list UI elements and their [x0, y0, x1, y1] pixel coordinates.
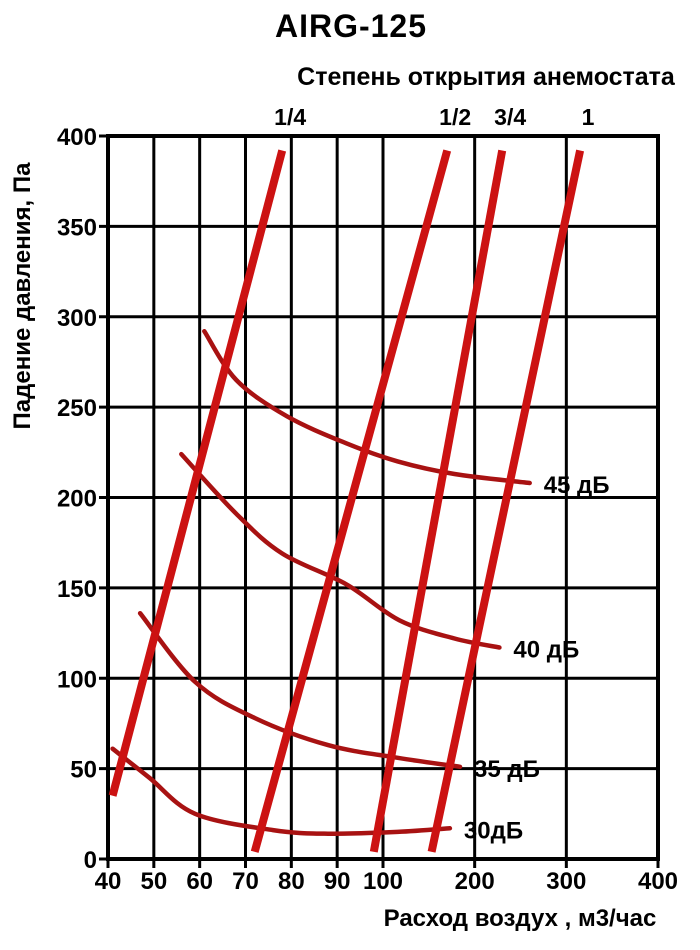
top-axis-title: Степень открытия анемостата: [297, 63, 675, 91]
y-tick-label-400: 400: [57, 124, 97, 151]
chart-title: AIRG-125: [274, 8, 428, 44]
noise-curve-30дБ: [110, 746, 453, 836]
y-tick-label-100: 100: [57, 666, 97, 693]
y-tick-label-350: 350: [57, 214, 97, 241]
opening-line-label: 3/4: [494, 104, 526, 130]
y-tick-label-300: 300: [57, 305, 97, 332]
opening-line-label: 1/2: [439, 104, 471, 130]
x-tick-label-90: 90: [324, 868, 351, 895]
x-tick-label-80: 80: [278, 868, 305, 895]
y-tick-label-0: 0: [84, 847, 97, 874]
y-tick-label-200: 200: [57, 486, 97, 513]
y-tick-label-250: 250: [57, 395, 97, 422]
x-tick-label-60: 60: [186, 868, 213, 895]
x-tick-label-70: 70: [232, 868, 259, 895]
x-tick-label-200: 200: [455, 868, 495, 895]
noise-curve-35дБ: [137, 610, 463, 770]
x-axis-title: Расход воздух , м3/час: [383, 905, 657, 932]
y-tick-label-50: 50: [70, 757, 97, 784]
opening-line-label: 1: [582, 104, 595, 130]
noise-curve-label: 30дБ: [464, 817, 523, 844]
opening-line-3/4: [369, 149, 507, 853]
opening-line-1/2: [250, 149, 452, 853]
noise-curve-45дБ: [202, 328, 532, 486]
opening-line-1/4: [108, 149, 287, 797]
noise-curve-40дБ: [179, 451, 502, 650]
noise-curve-label: 45 дБ: [544, 472, 610, 499]
opening-line-label: 1/4: [274, 104, 306, 130]
y-tick-label-150: 150: [57, 576, 97, 603]
opening-line-1: [427, 149, 585, 853]
x-tick-label-300: 300: [546, 868, 586, 895]
x-tick-label-400: 400: [638, 868, 678, 895]
noise-curve-label: 40 дБ: [513, 637, 579, 664]
noise-curve-label: 35 дБ: [474, 756, 540, 783]
x-tick-label-100: 100: [363, 868, 403, 895]
plot-border: [106, 134, 660, 861]
x-tick-label-50: 50: [140, 868, 167, 895]
x-tick-label-40: 40: [95, 868, 122, 895]
